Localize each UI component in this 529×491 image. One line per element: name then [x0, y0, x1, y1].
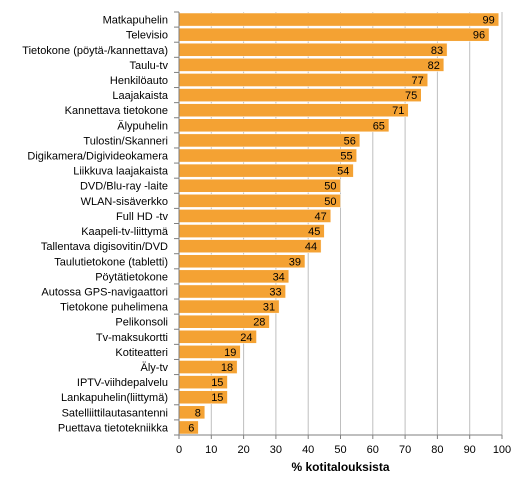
bar [178, 163, 354, 178]
bar [178, 88, 422, 102]
value-label: 99 [483, 15, 495, 27]
category-label: Älypuhelin [117, 120, 168, 132]
category-label: Liikkuva laajakaista [73, 166, 169, 178]
bar [178, 27, 490, 42]
category-label: Full HD -tv [116, 211, 168, 223]
x-tick-label: 20 [237, 444, 249, 456]
category-label: Taulutietokone (tabletti) [54, 256, 168, 268]
category-label: Äly-tv [141, 362, 169, 374]
bars [178, 12, 500, 435]
value-label: 15 [211, 392, 223, 404]
value-label: 47 [315, 211, 327, 223]
value-label: 50 [324, 196, 336, 208]
value-label: 54 [337, 166, 349, 178]
bar [178, 133, 361, 148]
value-label: 44 [305, 241, 317, 253]
category-label: Taulu-tv [129, 60, 168, 72]
bar [178, 103, 409, 118]
value-label: 83 [431, 45, 443, 57]
bar [178, 405, 206, 420]
bar [178, 239, 322, 253]
bar [178, 148, 357, 163]
x-tick-label: 30 [270, 444, 282, 456]
value-label: 6 [188, 422, 194, 434]
bar [178, 254, 306, 269]
category-label: WLAN-sisäverkko [81, 196, 168, 208]
category-label: Puettava tietotekniikka [58, 422, 169, 434]
bar [178, 42, 448, 57]
value-label: 18 [221, 362, 233, 374]
category-label: Tietokone puhelimena [60, 302, 169, 314]
x-tick-label: 10 [205, 444, 217, 456]
x-tick-label: 50 [334, 444, 346, 456]
x-axis-title: % kotitalouksista [291, 460, 389, 474]
category-label: Autossa GPS-navigaattori [41, 286, 168, 298]
value-label: 65 [373, 120, 385, 132]
value-label: 39 [289, 256, 301, 268]
x-tick-labels: 0 10 20 30 40 50 60 70 80 90 100 [176, 444, 511, 456]
x-tick-label: 60 [367, 444, 379, 456]
category-label: Tallentava digisovitin/DVD [41, 241, 168, 253]
category-label: Tietokone (pöytä-/kannettava) [22, 45, 168, 57]
bar [178, 178, 341, 193]
category-label: Lankapuhelin(liittymä) [61, 392, 168, 404]
value-label: 28 [253, 317, 265, 329]
category-label: Henkilöauto [110, 75, 168, 87]
bar [178, 58, 445, 72]
bar [178, 12, 500, 27]
category-label: Kaapeli-tv-liittymä [81, 226, 169, 238]
category-label: Tulostin/Skanneri [83, 135, 168, 147]
bar [178, 194, 341, 208]
value-label: 77 [411, 75, 423, 87]
category-label: IPTV-viihdepalvelu [77, 377, 168, 389]
value-label: 24 [240, 332, 252, 344]
value-label: 82 [428, 60, 440, 72]
x-tick-label: 0 [176, 444, 182, 456]
category-label: Tv-maksukortti [96, 332, 168, 344]
value-label: 34 [273, 271, 285, 283]
value-label: 33 [269, 286, 281, 298]
category-label: Kannettava tietokone [65, 105, 168, 117]
x-tick-label: 40 [302, 444, 314, 456]
value-label: 71 [392, 105, 404, 117]
category-label: Satelliittilautasantenni [62, 407, 168, 419]
category-label: Televisio [126, 30, 168, 42]
x-tick-label: 70 [399, 444, 411, 456]
category-label: Pöytätietokone [95, 271, 168, 283]
bar [178, 209, 332, 223]
axes [174, 11, 503, 439]
category-label: Pelikonsoli [115, 317, 168, 329]
value-label: 55 [340, 151, 352, 163]
x-tick-label: 80 [431, 444, 443, 456]
value-label: 56 [344, 135, 356, 147]
value-label: 31 [263, 302, 275, 314]
bar [178, 118, 390, 133]
category-label: Kotiteatteri [115, 347, 168, 359]
bar [178, 224, 325, 238]
value-labels: 9996838277757165565554505047454439343331… [188, 15, 495, 435]
x-tick-label: 90 [464, 444, 476, 456]
category-labels: Matkapuhelin Televisio Tietokone (pöytä-/k… [22, 15, 169, 435]
value-label: 45 [308, 226, 320, 238]
value-label: 15 [211, 377, 223, 389]
value-label: 8 [195, 407, 201, 419]
value-label: 50 [324, 181, 336, 193]
value-label: 19 [224, 347, 236, 359]
bar [178, 73, 428, 87]
category-label: Matkapuhelin [103, 15, 168, 27]
category-label: Laajakaista [112, 90, 169, 102]
x-tick-label: 100 [493, 444, 511, 456]
category-label: DVD/Blu-ray -laite [80, 181, 168, 193]
value-label: 75 [405, 90, 417, 102]
category-label: Digikamera/Digivideokamera [27, 151, 168, 163]
value-label: 96 [473, 30, 485, 42]
